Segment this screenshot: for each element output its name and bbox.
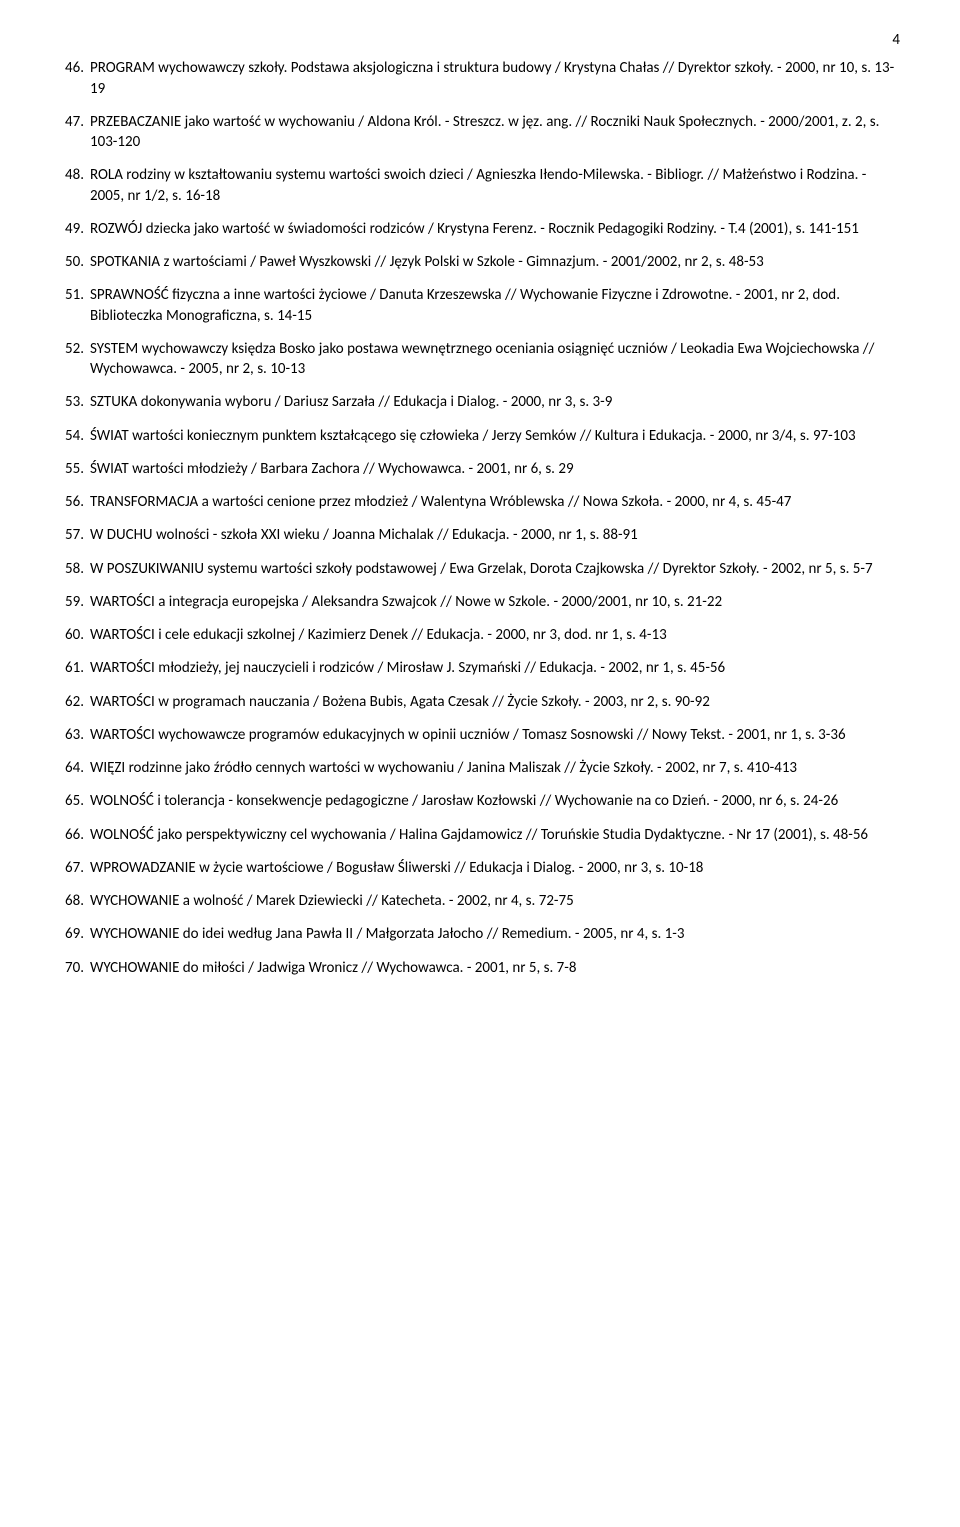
- bibliography-entry: 59.WARTOŚCI a integracja europejska / Al…: [60, 592, 900, 612]
- bibliography-entry: 65.WOLNOŚĆ i tolerancja - konsekwencje p…: [60, 791, 900, 811]
- entry-text: ŚWIAT wartości młodzieży / Barbara Zacho…: [88, 459, 900, 479]
- entry-text: WYCHOWANIE do idei według Jana Pawła II …: [88, 924, 900, 944]
- entry-text: SYSTEM wychowawczy księdza Bosko jako po…: [88, 339, 900, 380]
- bibliography-entry: 47.PRZEBACZANIE jako wartość w wychowani…: [60, 112, 900, 153]
- page-number: 4: [60, 30, 900, 50]
- entry-number: 48.: [60, 165, 88, 185]
- entry-number: 68.: [60, 891, 88, 911]
- entry-text: SPRAWNOŚĆ fizyczna a inne wartości życio…: [88, 285, 900, 326]
- entry-number: 60.: [60, 625, 88, 645]
- entry-number: 70.: [60, 958, 88, 978]
- entry-number: 52.: [60, 339, 88, 359]
- entry-text: WPROWADZANIE w życie wartościowe / Bogus…: [88, 858, 900, 878]
- bibliography-entry: 62.WARTOŚCI w programach nauczania / Boż…: [60, 692, 900, 712]
- entry-text: WARTOŚCI młodzieży, jej nauczycieli i ro…: [88, 658, 900, 678]
- entry-text: WARTOŚCI a integracja europejska / Aleks…: [88, 592, 900, 612]
- entry-number: 63.: [60, 725, 88, 745]
- entry-text: WYCHOWANIE a wolność / Marek Dziewiecki …: [88, 891, 900, 911]
- entry-text: SPOTKANIA z wartościami / Paweł Wyszkows…: [88, 252, 900, 272]
- entry-number: 55.: [60, 459, 88, 479]
- entry-number: 64.: [60, 758, 88, 778]
- entry-number: 46.: [60, 58, 88, 78]
- bibliography-entry: 70.WYCHOWANIE do miłości / Jadwiga Wroni…: [60, 958, 900, 978]
- bibliography-entry: 52.SYSTEM wychowawczy księdza Bosko jako…: [60, 339, 900, 380]
- bibliography-entry: 58.W POSZUKIWANIU systemu wartości szkoł…: [60, 559, 900, 579]
- bibliography-entry: 49.ROZWÓJ dziecka jako wartość w świadom…: [60, 219, 900, 239]
- entry-text: PROGRAM wychowawczy szkoły. Podstawa aks…: [88, 58, 900, 99]
- bibliography-entry: 60.WARTOŚCI i cele edukacji szkolnej / K…: [60, 625, 900, 645]
- bibliography-entry: 68.WYCHOWANIE a wolność / Marek Dziewiec…: [60, 891, 900, 911]
- entry-text: W POSZUKIWANIU systemu wartości szkoły p…: [88, 559, 900, 579]
- entry-number: 61.: [60, 658, 88, 678]
- entry-text: SZTUKA dokonywania wyboru / Dariusz Sarz…: [88, 392, 900, 412]
- bibliography-entry: 69.WYCHOWANIE do idei według Jana Pawła …: [60, 924, 900, 944]
- entry-number: 54.: [60, 426, 88, 446]
- entry-number: 49.: [60, 219, 88, 239]
- bibliography-entry: 50.SPOTKANIA z wartościami / Paweł Wyszk…: [60, 252, 900, 272]
- entry-text: WOLNOŚĆ jako perspektywiczny cel wychowa…: [88, 825, 900, 845]
- entry-text: WYCHOWANIE do miłości / Jadwiga Wronicz …: [88, 958, 900, 978]
- entry-text: ROLA rodziny w kształtowaniu systemu war…: [88, 165, 900, 206]
- bibliography-entry: 61.WARTOŚCI młodzieży, jej nauczycieli i…: [60, 658, 900, 678]
- entry-number: 65.: [60, 791, 88, 811]
- entry-text: WARTOŚCI w programach nauczania / Bożena…: [88, 692, 900, 712]
- entry-number: 66.: [60, 825, 88, 845]
- entry-number: 58.: [60, 559, 88, 579]
- bibliography-entry: 57.W DUCHU wolności - szkoła XXI wieku /…: [60, 525, 900, 545]
- entry-number: 67.: [60, 858, 88, 878]
- entry-number: 59.: [60, 592, 88, 612]
- entry-text: WARTOŚCI i cele edukacji szkolnej / Kazi…: [88, 625, 900, 645]
- bibliography-entry: 56.TRANSFORMACJA a wartości cenione prze…: [60, 492, 900, 512]
- bibliography-entry: 46.PROGRAM wychowawczy szkoły. Podstawa …: [60, 58, 900, 99]
- entry-text: PRZEBACZANIE jako wartość w wychowaniu /…: [88, 112, 900, 153]
- bibliography-entry: 55.ŚWIAT wartości młodzieży / Barbara Za…: [60, 459, 900, 479]
- entry-number: 69.: [60, 924, 88, 944]
- bibliography-entry: 53.SZTUKA dokonywania wyboru / Dariusz S…: [60, 392, 900, 412]
- entry-number: 51.: [60, 285, 88, 305]
- entry-text: WARTOŚCI wychowawcze programów edukacyjn…: [88, 725, 900, 745]
- entry-number: 50.: [60, 252, 88, 272]
- entry-text: WIĘZI rodzinne jako źródło cennych warto…: [88, 758, 900, 778]
- entry-text: W DUCHU wolności - szkoła XXI wieku / Jo…: [88, 525, 900, 545]
- bibliography-entry: 63.WARTOŚCI wychowawcze programów edukac…: [60, 725, 900, 745]
- entry-text: ROZWÓJ dziecka jako wartość w świadomośc…: [88, 219, 900, 239]
- bibliography-entry: 48.ROLA rodziny w kształtowaniu systemu …: [60, 165, 900, 206]
- bibliography-entry: 54.ŚWIAT wartości koniecznym punktem ksz…: [60, 426, 900, 446]
- entry-number: 57.: [60, 525, 88, 545]
- entry-text: TRANSFORMACJA a wartości cenione przez m…: [88, 492, 900, 512]
- bibliography-entry: 51.SPRAWNOŚĆ fizyczna a inne wartości ży…: [60, 285, 900, 326]
- bibliography-entry: 64.WIĘZI rodzinne jako źródło cennych wa…: [60, 758, 900, 778]
- entry-number: 47.: [60, 112, 88, 132]
- bibliography-entry: 67.WPROWADZANIE w życie wartościowe / Bo…: [60, 858, 900, 878]
- entry-number: 56.: [60, 492, 88, 512]
- entry-number: 53.: [60, 392, 88, 412]
- entry-text: WOLNOŚĆ i tolerancja - konsekwencje peda…: [88, 791, 900, 811]
- entry-number: 62.: [60, 692, 88, 712]
- bibliography-list: 46.PROGRAM wychowawczy szkoły. Podstawa …: [60, 58, 900, 978]
- bibliography-entry: 66.WOLNOŚĆ jako perspektywiczny cel wych…: [60, 825, 900, 845]
- entry-text: ŚWIAT wartości koniecznym punktem kształ…: [88, 426, 900, 446]
